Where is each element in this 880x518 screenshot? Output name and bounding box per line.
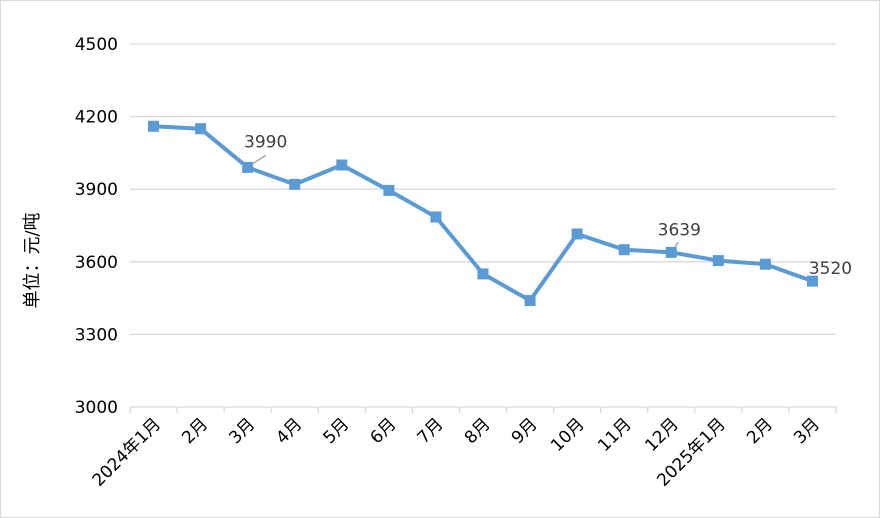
x-tick-label: 5月	[320, 414, 354, 448]
data-label: 3990	[244, 132, 287, 152]
data-point	[336, 159, 348, 171]
x-tick-label: 10月	[547, 414, 588, 455]
data-point	[712, 255, 724, 267]
y-tick-label: 3000	[75, 398, 118, 418]
series-group	[148, 120, 818, 307]
x-tick-label: 3月	[225, 414, 259, 448]
data-point	[477, 268, 489, 280]
x-tick-label: 2月	[743, 414, 777, 448]
data-label-leader	[251, 154, 267, 166]
data-point	[524, 295, 536, 307]
x-tick-label: 6月	[367, 414, 401, 448]
gridlines	[130, 43, 836, 408]
data-point	[242, 161, 254, 173]
data-point	[618, 244, 630, 256]
data-point	[430, 211, 442, 223]
y-axis-label: 单位：元/吨	[22, 212, 43, 308]
y-tick-label: 3300	[75, 325, 118, 345]
x-tick-label: 2024年1月	[89, 414, 165, 490]
data-point	[759, 258, 771, 270]
data-point	[571, 228, 583, 240]
data-point	[665, 246, 677, 258]
data-point	[195, 123, 207, 135]
x-tick-label: 8月	[461, 414, 495, 448]
y-tick-label: 3900	[75, 180, 118, 200]
x-tick-label: 9月	[508, 414, 542, 448]
y-tick-label: 4200	[75, 108, 118, 128]
x-tick-label: 7月	[414, 414, 448, 448]
data-point	[383, 184, 395, 196]
data-labels: 3990 3639 3520	[244, 132, 852, 279]
y-axis-ticks: 3000 3300 3600 3900 4200 4500	[75, 35, 118, 418]
y-tick-label: 4500	[75, 35, 118, 55]
data-point	[806, 275, 818, 287]
x-tick-label: 4月	[272, 414, 306, 448]
data-label-leader	[674, 241, 679, 247]
x-tick-label: 2月	[178, 414, 212, 448]
data-point	[289, 178, 301, 190]
x-tick-label: 11月	[594, 414, 635, 455]
data-point	[148, 120, 160, 132]
data-label: 3520	[809, 259, 852, 279]
data-label: 3639	[658, 220, 701, 240]
x-tick-label: 12月	[641, 414, 682, 455]
x-tick-label: 3月	[790, 414, 824, 448]
y-tick-label: 3600	[75, 253, 118, 273]
